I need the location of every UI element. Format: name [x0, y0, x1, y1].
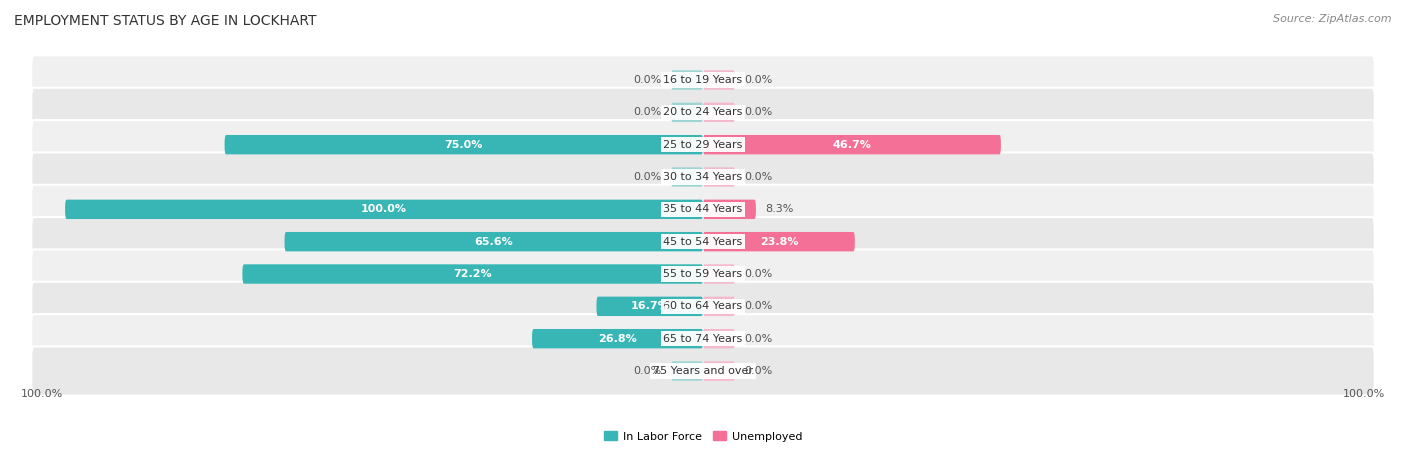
Text: 23.8%: 23.8%	[759, 237, 799, 247]
Text: 55 to 59 Years: 55 to 59 Years	[664, 269, 742, 279]
FancyBboxPatch shape	[703, 135, 1001, 154]
FancyBboxPatch shape	[703, 297, 735, 316]
FancyBboxPatch shape	[703, 167, 735, 187]
FancyBboxPatch shape	[31, 55, 1375, 105]
FancyBboxPatch shape	[31, 185, 1375, 234]
Text: 100.0%: 100.0%	[1343, 389, 1385, 399]
Text: 16.7%: 16.7%	[630, 301, 669, 311]
Text: 16 to 19 Years: 16 to 19 Years	[664, 75, 742, 85]
FancyBboxPatch shape	[703, 264, 735, 284]
Text: 26.8%: 26.8%	[598, 334, 637, 344]
FancyBboxPatch shape	[65, 200, 703, 219]
Text: 0.0%: 0.0%	[633, 75, 662, 85]
Legend: In Labor Force, Unemployed: In Labor Force, Unemployed	[599, 427, 807, 446]
Text: 100.0%: 100.0%	[21, 389, 63, 399]
FancyBboxPatch shape	[596, 297, 703, 316]
FancyBboxPatch shape	[31, 282, 1375, 331]
Text: 0.0%: 0.0%	[744, 75, 773, 85]
FancyBboxPatch shape	[671, 167, 703, 187]
Text: 0.0%: 0.0%	[744, 269, 773, 279]
Text: 75.0%: 75.0%	[444, 140, 484, 150]
Text: 75 Years and over: 75 Years and over	[652, 366, 754, 376]
FancyBboxPatch shape	[703, 103, 735, 122]
Text: 0.0%: 0.0%	[744, 366, 773, 376]
Text: 45 to 54 Years: 45 to 54 Years	[664, 237, 742, 247]
FancyBboxPatch shape	[31, 346, 1375, 396]
Text: 8.3%: 8.3%	[765, 204, 794, 214]
Text: 46.7%: 46.7%	[832, 140, 872, 150]
Text: 0.0%: 0.0%	[744, 172, 773, 182]
FancyBboxPatch shape	[671, 103, 703, 122]
FancyBboxPatch shape	[671, 70, 703, 90]
FancyBboxPatch shape	[31, 249, 1375, 299]
Text: EMPLOYMENT STATUS BY AGE IN LOCKHART: EMPLOYMENT STATUS BY AGE IN LOCKHART	[14, 14, 316, 28]
Text: 0.0%: 0.0%	[633, 107, 662, 117]
Text: Source: ZipAtlas.com: Source: ZipAtlas.com	[1274, 14, 1392, 23]
FancyBboxPatch shape	[703, 361, 735, 381]
FancyBboxPatch shape	[531, 329, 703, 348]
FancyBboxPatch shape	[225, 135, 703, 154]
FancyBboxPatch shape	[703, 232, 855, 251]
FancyBboxPatch shape	[31, 120, 1375, 169]
FancyBboxPatch shape	[242, 264, 703, 284]
Text: 30 to 34 Years: 30 to 34 Years	[664, 172, 742, 182]
Text: 72.2%: 72.2%	[453, 269, 492, 279]
FancyBboxPatch shape	[31, 152, 1375, 202]
Text: 0.0%: 0.0%	[633, 366, 662, 376]
Text: 0.0%: 0.0%	[744, 301, 773, 311]
Text: 65 to 74 Years: 65 to 74 Years	[664, 334, 742, 344]
FancyBboxPatch shape	[703, 329, 735, 348]
Text: 20 to 24 Years: 20 to 24 Years	[664, 107, 742, 117]
Text: 0.0%: 0.0%	[744, 334, 773, 344]
Text: 25 to 29 Years: 25 to 29 Years	[664, 140, 742, 150]
Text: 65.6%: 65.6%	[474, 237, 513, 247]
FancyBboxPatch shape	[284, 232, 703, 251]
FancyBboxPatch shape	[671, 361, 703, 381]
Text: 0.0%: 0.0%	[744, 107, 773, 117]
FancyBboxPatch shape	[31, 217, 1375, 266]
Text: 60 to 64 Years: 60 to 64 Years	[664, 301, 742, 311]
FancyBboxPatch shape	[31, 314, 1375, 363]
Text: 35 to 44 Years: 35 to 44 Years	[664, 204, 742, 214]
Text: 100.0%: 100.0%	[361, 204, 408, 214]
FancyBboxPatch shape	[703, 200, 756, 219]
Text: 0.0%: 0.0%	[633, 172, 662, 182]
FancyBboxPatch shape	[31, 88, 1375, 137]
FancyBboxPatch shape	[703, 70, 735, 90]
